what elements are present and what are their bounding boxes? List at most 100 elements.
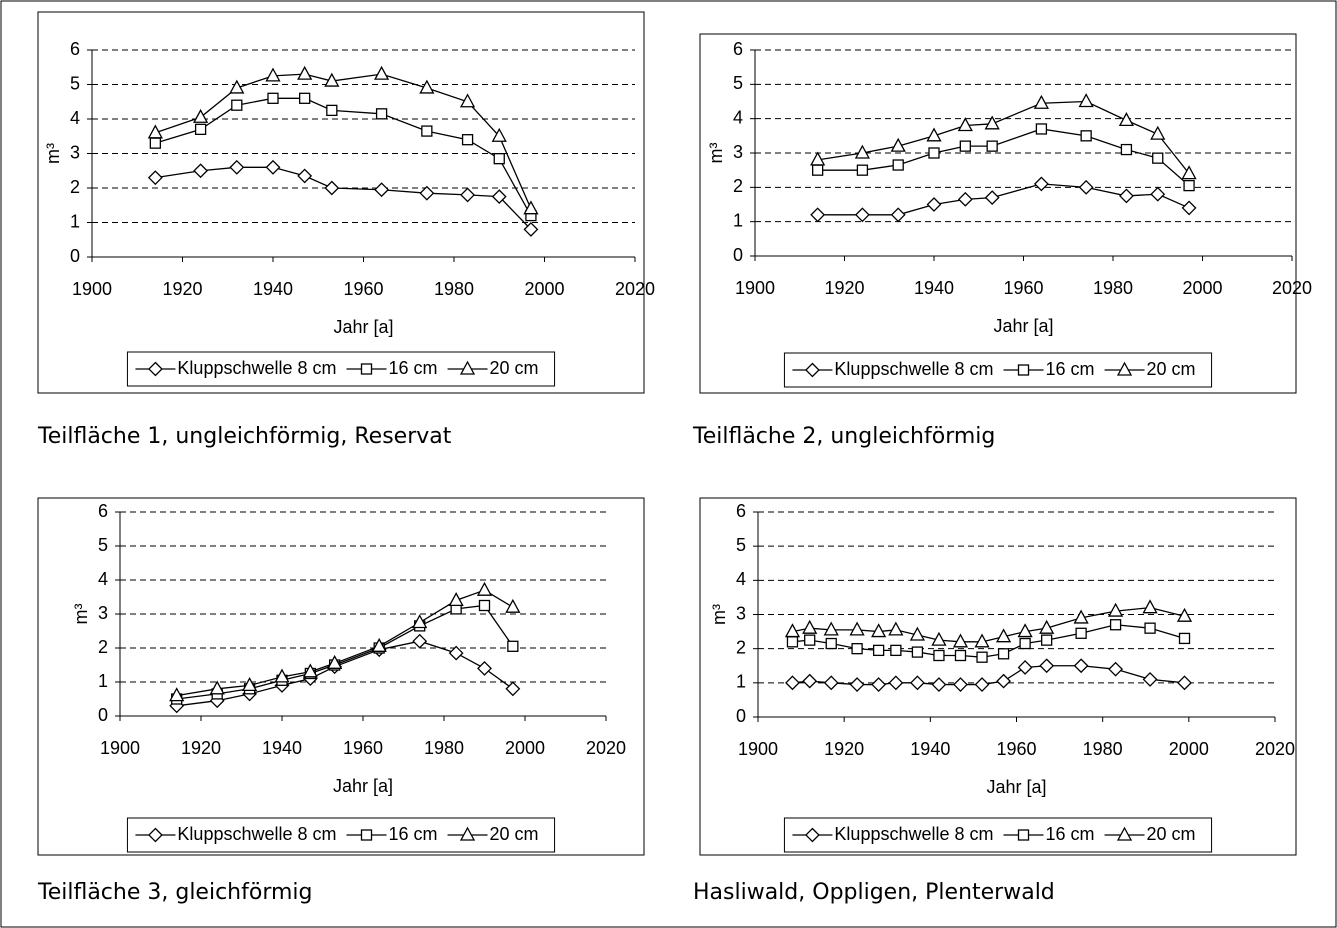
marker-triangle	[459, 360, 476, 375]
legend-item: 20 cm	[447, 358, 539, 378]
marker-square	[1183, 179, 1195, 192]
y-tick-label: 5	[98, 535, 108, 555]
marker-triangle	[1150, 125, 1166, 140]
marker-diamond	[324, 180, 340, 196]
legend-item: 20 cm	[1104, 359, 1196, 379]
marker-triangle	[209, 680, 225, 695]
marker-triangle	[229, 79, 245, 94]
marker-square	[825, 637, 837, 650]
y-axis-label: m³	[706, 143, 726, 164]
x-axis-label: Jahr [a]	[333, 776, 393, 796]
y-tick-label: 5	[736, 535, 746, 555]
x-tick-label: 2000	[505, 738, 545, 758]
marker-square	[812, 164, 824, 176]
marker-triangle	[169, 687, 185, 702]
marker-square	[1017, 364, 1030, 376]
x-tick-label: 1960	[1003, 278, 1043, 298]
x-axis-label: Jahr [a]	[986, 777, 1046, 797]
marker-square	[856, 164, 869, 176]
legend-item: 16 cm	[346, 824, 438, 844]
x-tick-label: 2020	[586, 738, 626, 758]
marker-diamond	[909, 675, 925, 691]
x-tick-label: 1940	[914, 278, 954, 298]
x-tick-label: 2000	[524, 279, 564, 299]
marker-triangle	[952, 633, 969, 648]
x-tick-label: 2000	[1169, 739, 1209, 759]
x-tick-label: 1920	[162, 279, 202, 299]
y-tick-label: 0	[98, 705, 108, 725]
marker-triangle	[871, 623, 887, 638]
marker-triangle	[297, 65, 313, 80]
marker-triangle	[1108, 602, 1124, 617]
marker-triangle	[931, 631, 947, 646]
marker-triangle	[274, 668, 290, 683]
marker-diamond	[460, 187, 475, 203]
marker-triangle	[147, 124, 163, 139]
legend-label: 16 cm	[1046, 824, 1095, 844]
legend-label: 20 cm	[490, 824, 539, 844]
y-tick-label: 4	[736, 569, 746, 589]
marker-square	[421, 125, 433, 137]
marker-triangle	[1033, 94, 1049, 109]
legend-item: 16 cm	[346, 358, 438, 378]
y-tick-label: 3	[736, 603, 746, 623]
x-tick-label: 1940	[910, 739, 950, 759]
marker-triangle	[995, 628, 1012, 643]
x-tick-label: 1980	[1093, 278, 1133, 298]
x-tick-label: 1920	[824, 739, 864, 759]
marker-square	[892, 159, 904, 171]
legend-label: Kluppschwelle 8 cm	[834, 824, 993, 844]
marker-triangle	[849, 621, 865, 636]
x-axis-label: Jahr [a]	[993, 316, 1053, 336]
legend: Kluppschwelle 8 cm 16 cm 20 cm	[783, 817, 1213, 853]
marker-square	[1144, 622, 1156, 634]
x-axis-label: Jahr [a]	[333, 317, 393, 337]
marker-triangle	[1017, 623, 1033, 638]
y-tick-label: 1	[733, 210, 743, 230]
x-tick-label: 1900	[735, 278, 775, 298]
marker-square	[976, 651, 988, 663]
marker-diamond	[477, 660, 492, 676]
marker-square	[1019, 637, 1031, 650]
marker-square	[1178, 632, 1191, 645]
marker-triangle	[1142, 599, 1158, 614]
x-tick-label: 1960	[996, 739, 1036, 759]
marker-square	[360, 363, 373, 375]
marker-square	[461, 134, 474, 146]
marker-triangle	[1116, 826, 1133, 841]
x-tick-label: 1980	[1083, 739, 1123, 759]
y-tick-label: 2	[736, 637, 746, 657]
marker-diamond	[996, 673, 1011, 689]
marker-triangle	[327, 654, 343, 669]
marker-square	[804, 634, 816, 646]
x-tick-label: 1940	[253, 279, 293, 299]
marker-diamond	[148, 827, 163, 843]
y-tick-label: 1	[98, 671, 108, 691]
y-tick-label: 6	[98, 501, 108, 521]
marker-diamond	[926, 197, 942, 212]
marker-square	[997, 648, 1010, 660]
marker-triangle	[802, 619, 818, 634]
marker-triangle	[854, 144, 870, 159]
marker-diamond	[1039, 658, 1055, 674]
x-tick-label: 1940	[262, 738, 302, 758]
x-tick-label: 1960	[343, 738, 383, 758]
marker-square	[360, 829, 373, 841]
marker-diamond	[810, 207, 826, 223]
chart-border	[699, 33, 1297, 394]
marker-square	[231, 99, 243, 111]
legend: Kluppschwelle 8 cm 16 cm 20 cm	[126, 351, 556, 387]
y-tick-label: 6	[70, 39, 80, 59]
y-tick-label: 3	[70, 142, 80, 162]
chart-panel: 0 1 2 3 4 5 6 1900 1920 1940 1960 1980 2000 2020 Jahr …	[37, 497, 645, 905]
marker-diamond	[805, 827, 820, 843]
marker-triangle	[374, 65, 390, 80]
chart-border	[699, 497, 1297, 856]
legend-item: 20 cm	[1104, 824, 1196, 844]
marker-triangle	[909, 626, 925, 641]
x-tick-label: 1920	[824, 278, 864, 298]
marker-square	[911, 646, 924, 658]
marker-square	[299, 92, 311, 104]
marker-diamond	[823, 675, 839, 691]
marker-diamond	[1073, 658, 1089, 674]
